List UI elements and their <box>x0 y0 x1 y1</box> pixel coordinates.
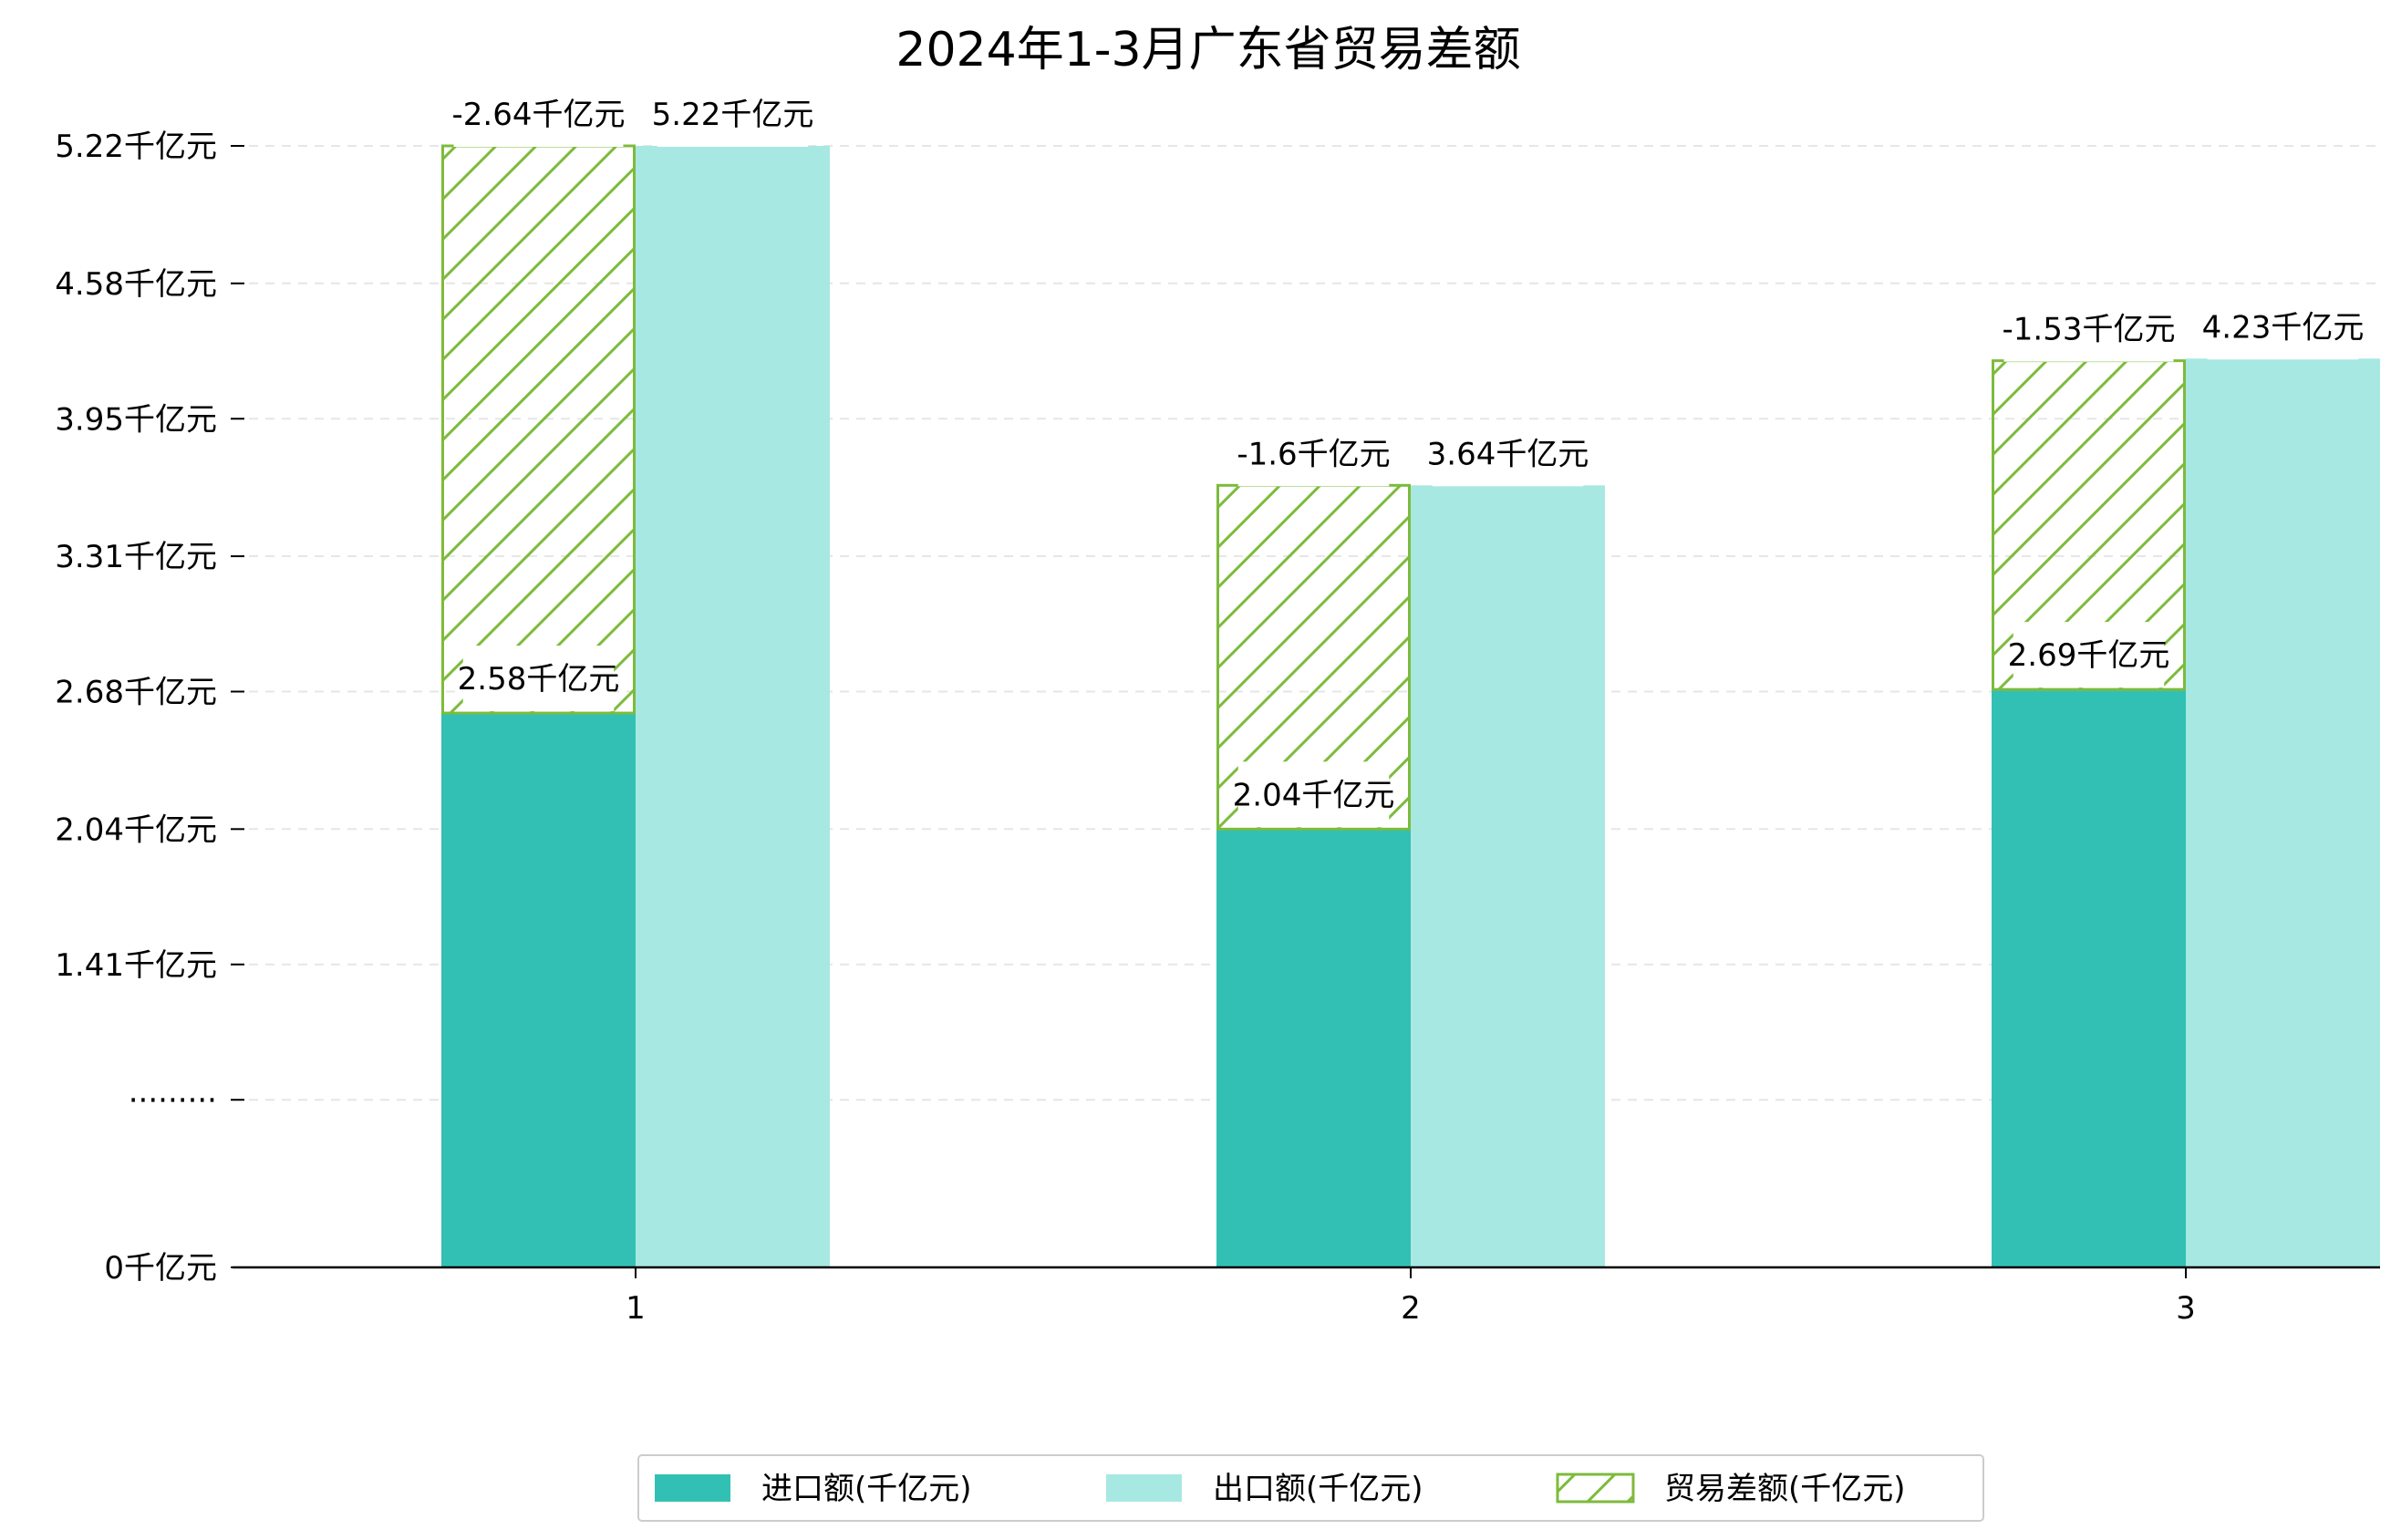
y-tick-label: 3.95千亿元 <box>55 401 217 438</box>
legend-export-label: 出口额(千亿元) <box>1213 1471 1423 1507</box>
y-tick-label: ········· <box>129 1082 217 1119</box>
export-value-label-bg <box>1432 420 1584 487</box>
import-value-label: 2.58千亿元 <box>458 661 620 698</box>
y-tick-label: 0千亿元 <box>104 1250 217 1287</box>
data-labels: 5.22千亿元 -2.64千亿元 2.58千亿元 3.64千亿元 -1.6千亿元 2.04… <box>452 81 2365 828</box>
legend-trade-balance-swatch <box>1556 1473 1635 1504</box>
y-tick-label: 3.31千亿元 <box>55 539 217 575</box>
export-value-label: 3.64千亿元 <box>1427 436 1589 472</box>
y-tick-label: 2.68千亿元 <box>55 675 217 711</box>
axes: 0千亿元 ········· 1.41千亿元 2.04千亿元 2.68千亿元 3.31千亿… <box>55 129 2380 1327</box>
chart-title: 2024年1-3月广东省贸易差额 <box>895 23 1520 78</box>
export-value-label-bg <box>2207 294 2359 360</box>
import-value-label-bg <box>462 646 615 712</box>
x-tick-label: 2 <box>1401 1290 1421 1327</box>
x-tick-label: 3 <box>2176 1290 2196 1327</box>
import-value-label: 2.04千亿元 <box>1233 777 1395 813</box>
import-bar <box>1992 689 2186 1267</box>
legend-box <box>637 1454 1984 1522</box>
bars <box>441 144 2380 1267</box>
export-bar <box>2186 358 2380 1267</box>
y-tick-label: 4.58千亿元 <box>55 266 217 303</box>
y-tick-label: 1.41千亿元 <box>55 947 217 984</box>
import-value-label: 2.69千亿元 <box>2008 637 2170 674</box>
trade-balance-bar <box>441 144 636 715</box>
export-value-label-bg <box>657 81 809 147</box>
export-bar <box>1411 485 1605 1267</box>
export-value-label: 4.23千亿元 <box>2202 309 2365 346</box>
legend-export-swatch <box>1106 1474 1182 1502</box>
trade-balance-value-label-bg <box>2003 295 2174 362</box>
trade-balance-value-label-bg <box>453 81 624 147</box>
trade-balance-value-label: -1.53千亿元 <box>2003 312 2176 348</box>
import-value-label-bg <box>1237 761 1390 828</box>
legend-import-swatch <box>655 1474 730 1502</box>
y-tick-label: 5.22千亿元 <box>55 129 217 165</box>
trade-balance-value-label: -2.64千亿元 <box>452 97 626 133</box>
legend-trade-balance-label: 贸易差额(千亿元) <box>1664 1471 1906 1507</box>
import-bar <box>441 713 636 1267</box>
import-bar <box>1216 829 1411 1267</box>
export-value-label: 5.22千亿元 <box>652 97 814 133</box>
x-tick-label: 1 <box>626 1290 646 1327</box>
export-bar <box>636 146 830 1267</box>
trade-balance-value-label-bg <box>1237 420 1390 487</box>
y-tick-label: 2.04千亿元 <box>55 811 217 848</box>
legend-import-label: 进口额(千亿元) <box>761 1471 972 1507</box>
trade-balance-value-label: -1.6千亿元 <box>1237 436 1390 472</box>
import-value-label-bg <box>2013 622 2165 688</box>
legend: 进口额(千亿元) 出口额(千亿元) 贸易差额(千亿元) <box>637 1454 1984 1522</box>
